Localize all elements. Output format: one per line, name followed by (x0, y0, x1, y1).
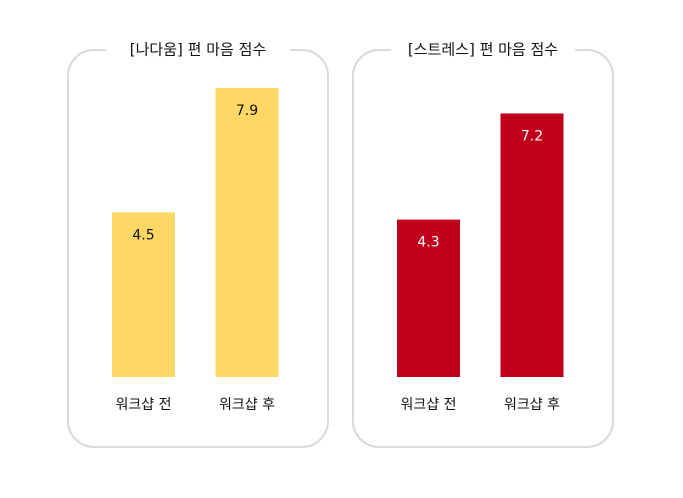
chart-title: [스트레스] 편 마음 점수 (408, 41, 558, 59)
bar (215, 87, 279, 378)
x-tick-label: 워크샵 전 (401, 397, 457, 413)
title-bg (106, 38, 290, 62)
value-label: 4.3 (417, 235, 439, 251)
title-bg (391, 38, 575, 62)
value-label: 4.5 (132, 227, 154, 243)
value-label: 7.9 (236, 103, 258, 119)
chart-title: [나다움] 편 마음 점수 (130, 41, 266, 59)
bar (112, 212, 175, 377)
bar (500, 113, 564, 377)
value-label: 7.2 (521, 128, 543, 144)
bar (397, 219, 460, 377)
x-tick-label: 워크샵 후 (504, 397, 560, 413)
panel (352, 49, 614, 448)
panel (67, 49, 329, 448)
x-tick-label: 워크샵 전 (116, 397, 172, 413)
x-tick-label: 워크샵 후 (219, 397, 275, 413)
